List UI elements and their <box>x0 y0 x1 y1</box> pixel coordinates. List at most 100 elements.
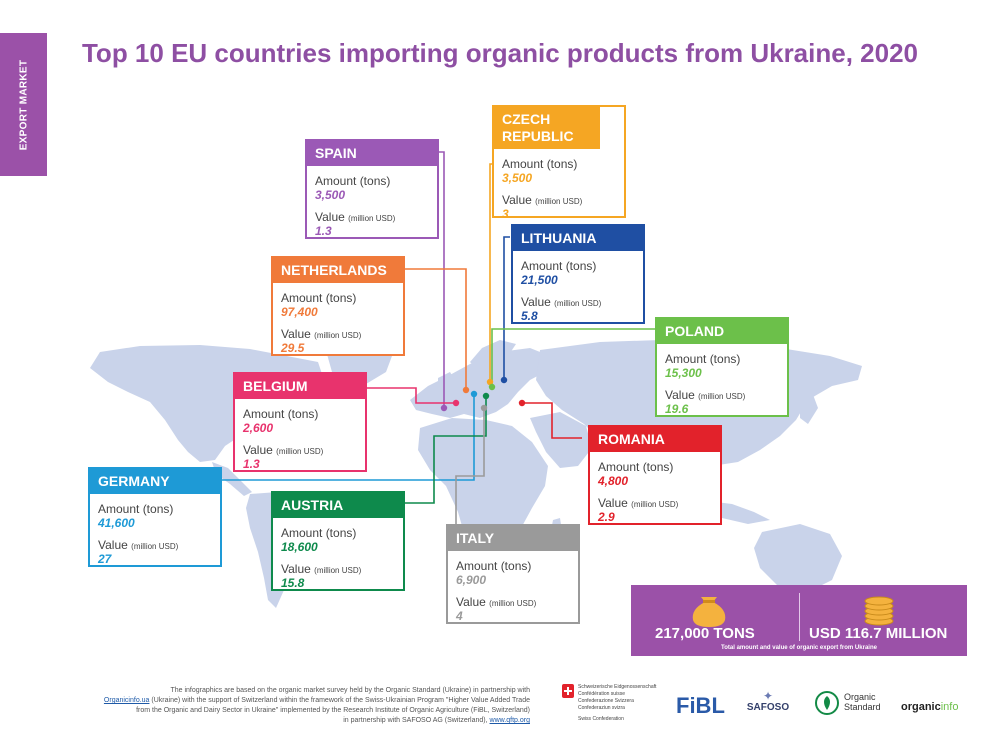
value-value: 15.8 <box>281 576 305 590</box>
safoso-logo: ✦ SAFOSO <box>746 689 790 713</box>
marker-italy <box>480 404 488 412</box>
value-value: 5.8 <box>521 309 538 323</box>
page-title: Top 10 EU countries importing organic pr… <box>81 38 918 68</box>
country-name: ITALY <box>448 526 578 551</box>
value-label: Value (million USD) <box>243 443 324 457</box>
amount-label: Amount (tons) <box>456 559 532 573</box>
marker-netherlands <box>462 386 470 394</box>
amount-label: Amount (tons) <box>98 502 174 516</box>
amount-value: 4,800 <box>598 474 629 488</box>
value-value: 29.5 <box>281 341 305 355</box>
amount-value: 97,400 <box>281 305 318 319</box>
value-label: Value (million USD) <box>521 295 602 309</box>
marker-lithuania <box>500 376 508 384</box>
amount-label: Amount (tons) <box>243 407 319 421</box>
country-card-lithuania: LITHUANIA Amount (tons) 21,500 Value (mi… <box>511 224 645 324</box>
summary-divider <box>799 593 800 641</box>
connector-spain <box>438 151 445 408</box>
connector-germany <box>222 394 475 481</box>
value-label: Value (million USD) <box>665 388 746 402</box>
organicinfo-logo: organicinfo <box>901 701 959 713</box>
amount-label: Amount (tons) <box>598 460 674 474</box>
sack-icon <box>692 597 726 627</box>
amount-label: Amount (tons) <box>502 157 578 171</box>
country-card-spain: SPAIN Amount (tons) 3,500 Value (million… <box>305 139 439 239</box>
connector-lithuania <box>503 236 510 380</box>
country-name: AUSTRIA <box>273 493 403 518</box>
landmass-central-america <box>212 462 252 496</box>
amount-label: Amount (tons) <box>665 352 741 366</box>
amount-label: Amount (tons) <box>281 526 357 540</box>
marker-germany <box>470 390 478 398</box>
amount-value: 3,500 <box>315 188 346 202</box>
marker-belgium <box>452 399 460 407</box>
landmass-middle-east <box>530 412 592 468</box>
organicinfo-link[interactable]: Organicinfo.ua <box>103 697 150 704</box>
connector-netherlands <box>404 268 467 390</box>
landmass-europe <box>410 348 550 418</box>
country-card-belgium: BELGIUM Amount (tons) 2,600 Value (milli… <box>233 372 367 472</box>
country-card-romania: ROMANIA Amount (tons) 4,800 Value (milli… <box>588 425 722 525</box>
value-value: 4 <box>456 609 463 623</box>
value-label: Value (million USD) <box>502 193 583 207</box>
qftp-link[interactable]: www.qftp.org <box>489 717 530 724</box>
country-card-germany: GERMANY Amount (tons) 41,600 Value (mill… <box>88 467 222 567</box>
safoso-icon: ✦ <box>762 689 774 703</box>
country-name: BELGIUM <box>235 374 365 399</box>
summary-icons <box>692 596 894 627</box>
amount-value: 2,600 <box>243 421 274 435</box>
summary-panel: 217,000 TONS USD 116.7 MILLION Total amo… <box>631 585 967 656</box>
total-tons: 217,000 TONS <box>655 625 755 642</box>
country-name: LITHUANIA <box>513 226 643 251</box>
export-market-tab: EXPORT MARKET <box>0 33 47 176</box>
amount-value: 15,300 <box>665 366 702 380</box>
value-label: Value (million USD) <box>281 327 362 341</box>
coins-icon <box>864 596 894 626</box>
marker-spain <box>440 404 448 412</box>
organic-standard-logo: Organic Standard <box>814 690 881 721</box>
value-label: Value (million USD) <box>315 210 396 224</box>
connector-austria <box>404 396 487 504</box>
value-label: Value (million USD) <box>598 496 679 510</box>
value-value: 19.6 <box>665 402 689 416</box>
connector-italy <box>455 408 485 528</box>
country-name: GERMANY <box>90 469 220 494</box>
marker-czech <box>486 378 494 386</box>
value-label: Value (million USD) <box>281 562 362 576</box>
connector-romania <box>522 402 582 439</box>
country-name: SPAIN <box>307 141 437 166</box>
country-card-czech-republic: CZECH REPUBLIC Amount (tons) 3,500 Value… <box>492 105 626 221</box>
amount-label: Amount (tons) <box>281 291 357 305</box>
value-label: Value (million USD) <box>98 538 179 552</box>
amount-value: 41,600 <box>98 516 135 530</box>
country-name: NETHERLANDS <box>273 258 403 283</box>
amount-value: 21,500 <box>521 273 558 287</box>
value-value: 2.9 <box>598 510 615 524</box>
country-name: ROMANIA <box>590 427 720 452</box>
value-value: 27 <box>98 552 112 566</box>
landmass-australia <box>754 524 842 592</box>
value-value: 3 <box>502 207 509 221</box>
amount-value: 3,500 <box>502 171 533 185</box>
fibl-logo: FiBL <box>676 693 725 718</box>
country-name: POLAND <box>657 319 787 344</box>
marker-austria <box>482 392 490 400</box>
amount-label: Amount (tons) <box>521 259 597 273</box>
amount-value: 18,600 <box>281 540 318 554</box>
country-card-poland: POLAND Amount (tons) 15,300 Value (milli… <box>655 317 789 417</box>
swiss-cross-icon <box>562 684 574 698</box>
summary-caption: Total amount and value of organic export… <box>721 645 877 651</box>
marker-romania <box>518 399 526 407</box>
value-value: 1.3 <box>315 224 332 238</box>
amount-label: Amount (tons) <box>315 174 391 188</box>
amount-value: 6,900 <box>456 573 487 587</box>
country-card-italy: ITALY Amount (tons) 6,900 Value (million… <box>446 524 580 624</box>
value-value: 1.3 <box>243 457 260 471</box>
country-card-netherlands: NETHERLANDS Amount (tons) 97,400 Value (… <box>271 256 405 356</box>
country-card-austria: AUSTRIA Amount (tons) 18,600 Value (mill… <box>271 491 405 591</box>
landmass-uk <box>438 372 456 392</box>
connector-poland <box>491 328 658 387</box>
footer-credits: The infographics are based on the organi… <box>103 687 530 724</box>
marker-poland <box>488 383 496 391</box>
